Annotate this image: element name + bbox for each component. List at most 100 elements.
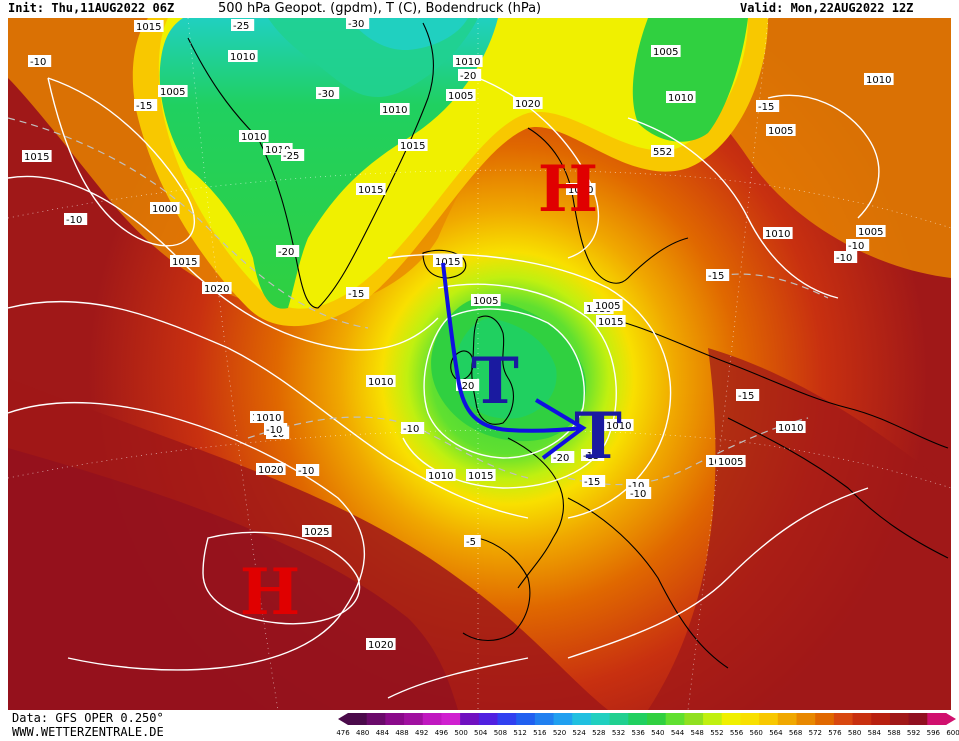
temperature-value-label-bg [581, 449, 605, 461]
isobar-value-label: 1010 [368, 377, 393, 388]
site-url: WWW.WETTERZENTRALE.DE [12, 725, 164, 739]
colorbar-tick-label: 516 [533, 729, 547, 737]
temperature-value-label-bg [134, 99, 158, 111]
eastern-europe-border [727, 417, 949, 559]
temperature-value-label: -20 [553, 453, 569, 464]
isobar-value-label-bg [716, 455, 746, 467]
isobar-value-label-bg [366, 638, 396, 650]
isobar-value-label: 1010 [778, 423, 803, 434]
temperature-value-label-bg [551, 451, 575, 463]
colorbar-tick-label: 540 [651, 729, 665, 737]
isobar-value-label: 1010 [866, 75, 891, 86]
temperature-value-label: -15 [738, 391, 754, 402]
isobar-value-label: 1005 [653, 47, 678, 58]
colorbar-swatch [833, 713, 854, 725]
colorbar-swatch [460, 713, 480, 725]
colorbar-tick-label: 556 [729, 729, 744, 737]
isobar-value-label-bg [766, 124, 796, 136]
isobar-value-label: 1010 [455, 57, 480, 68]
isobar-1010-a [8, 175, 439, 351]
temperature-value-label: -20 [460, 71, 476, 82]
temperature-value-label: -30 [318, 89, 334, 100]
colorbar-swatch [572, 713, 592, 725]
greenland-trough-deep [348, 18, 468, 51]
isobars [8, 77, 880, 699]
isobar-value-label-bg [666, 91, 696, 103]
colorbar-swatch [441, 713, 461, 725]
colorbar-tick-label: 532 [611, 729, 626, 737]
isobar-value-label-bg [566, 183, 596, 195]
colorbar-swatch [740, 713, 760, 725]
temperature-value-label: -25 [233, 21, 249, 32]
colorbar-swatch [534, 713, 555, 725]
colorbar-tick-label: 572 [808, 729, 822, 737]
colorbar-swatch [385, 713, 405, 725]
isobar-value-label: 1020 [515, 99, 540, 110]
colorbar-tick-label: 548 [690, 729, 704, 737]
colorbar-end-right [946, 713, 956, 725]
isobar-value-label-bg [254, 411, 284, 423]
colorbar-swatch [647, 713, 667, 725]
valid-time: Valid: Mon,22AUG2022 12Z [740, 1, 914, 15]
isobar-value-label-bg [453, 55, 483, 67]
temperature-value-label-bg [346, 18, 370, 29]
temperature-value-label-bg [628, 487, 652, 499]
isobar-value-label: 552 [653, 147, 672, 158]
map-svg: 1015 1010 1005 1010 1005 1010 1010 1015 1010 1005… [8, 18, 951, 710]
isobar-value-label: 1020 [568, 185, 593, 196]
isobar-value-label-bg [228, 50, 258, 62]
isobar-value-label-bg [596, 315, 626, 327]
greenland-trough [159, 18, 498, 309]
isobar-value-label-bg [170, 255, 200, 267]
isobar-value-label: 1015 [468, 471, 493, 482]
isobar-value-label: 1015 [136, 22, 161, 33]
colorbar-swatch [497, 713, 517, 725]
coastlines [187, 22, 949, 669]
temperature-value-label: -10 [66, 215, 82, 226]
colorbar-swatch [478, 713, 498, 725]
temperature-value-label: -20 [458, 381, 474, 392]
colorbar-swatch [796, 713, 816, 725]
isobar-value-label: 1010 [265, 145, 290, 156]
colorbar-tick-label: 512 [513, 729, 527, 737]
colorbar-tick-label: 600 [946, 729, 959, 737]
isobar-value-label: 1010 [382, 105, 407, 116]
isobar-value-label: 1015 [172, 257, 197, 268]
colorbar-tick-label: 480 [356, 729, 370, 737]
data-source: Data: GFS OPER 0.250° [12, 711, 164, 725]
east-warm-band [648, 348, 951, 710]
colorbar-swatch [665, 713, 685, 725]
isobar-value-label: 1010 [606, 421, 631, 432]
isobar-value-label-bg [356, 183, 386, 195]
colorbar-tick-label: 580 [847, 729, 862, 737]
colorbar-swatch [908, 713, 928, 725]
south-high-core [8, 448, 458, 710]
colorbar-swatch [852, 713, 872, 725]
colorbar-tick-label: 496 [434, 729, 449, 737]
isobar-value-label: 1015 [435, 257, 460, 268]
temperature-value-label-bg [458, 69, 482, 81]
colorbar-tick-label: 588 [887, 729, 901, 737]
isobar-value-label: 1000 [152, 204, 177, 215]
colorbar-swatch [516, 713, 536, 725]
temperature-value-label: -30 [348, 19, 364, 30]
isobar-labels: 1015 1010 1005 1010 1005 1010 1010 1015 1010 1005… [22, 18, 894, 651]
colorbar-swatch [927, 713, 947, 725]
isobar-value-label-bg [604, 419, 634, 431]
temperature-value-label-bg [846, 239, 870, 251]
isobar-value-label: 1020 [368, 640, 393, 651]
low-track-arrow [441, 262, 584, 433]
temperature-value-label: -10 [298, 466, 314, 477]
temperature-value-label-bg [834, 251, 858, 263]
temperature-value-label-bg [756, 100, 780, 112]
isobar-value-label-bg [202, 282, 232, 294]
temperature-value-label: -25 [283, 151, 299, 162]
isobar-1025 [202, 531, 361, 625]
isobar-value-label: 1010 [241, 132, 266, 143]
temperature-value-label-bg [264, 423, 288, 435]
temperature-value-label-bg [64, 213, 88, 225]
isobar-value-label-bg [763, 227, 793, 239]
isobar-1005-east [767, 94, 880, 219]
colorbar-tick-label: 560 [749, 729, 763, 737]
colorbar-tick-label: 492 [415, 729, 429, 737]
